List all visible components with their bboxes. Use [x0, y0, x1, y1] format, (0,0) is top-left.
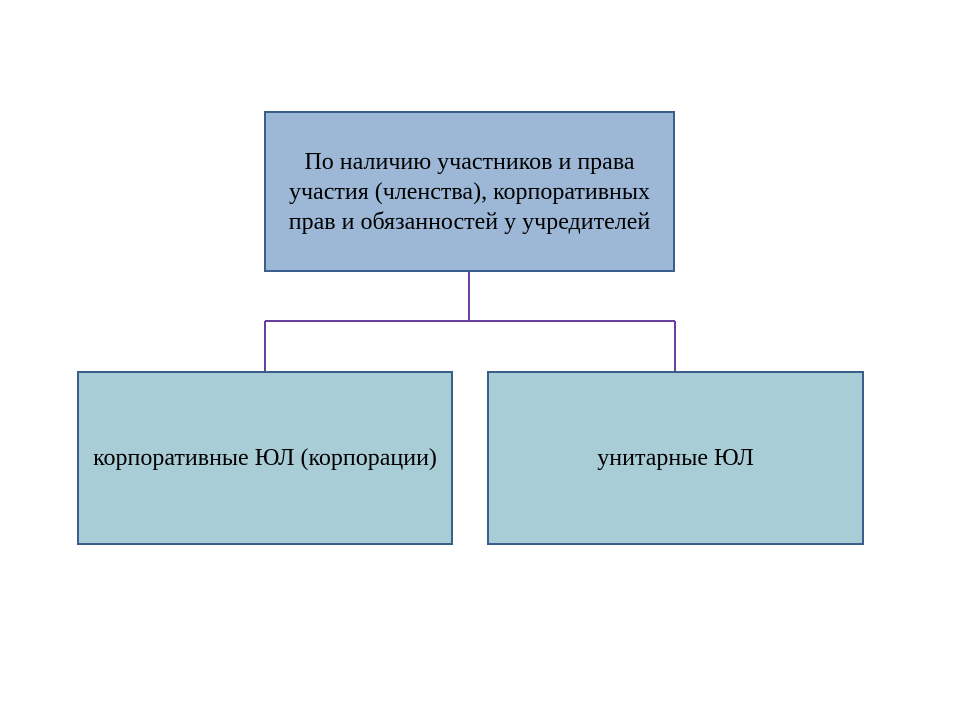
root-node: По наличию участников и права участия (ч… — [264, 111, 675, 272]
diagram-canvas: По наличию участников и права участия (ч… — [0, 0, 960, 720]
connector-lines — [0, 0, 960, 720]
child-node-left-text: корпоративные ЮЛ (корпорации) — [93, 443, 437, 473]
child-node-left: корпоративные ЮЛ (корпорации) — [77, 371, 453, 545]
child-node-right: унитарные ЮЛ — [487, 371, 864, 545]
root-node-text: По наличию участников и права участия (ч… — [276, 147, 663, 237]
child-node-right-text: унитарные ЮЛ — [597, 443, 754, 473]
